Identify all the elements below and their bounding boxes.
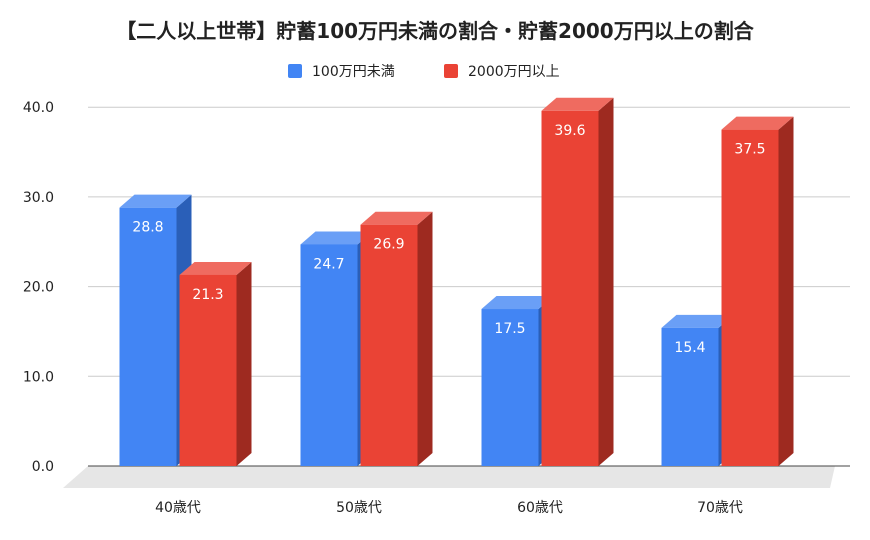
bar-top	[541, 97, 614, 111]
data-label: 28.8	[132, 220, 163, 236]
bar-top	[481, 296, 554, 310]
y-tick-label: 20.0	[23, 280, 54, 296]
chart-floor	[63, 466, 835, 488]
legend-label-2000man-ijou: 2000万円以上	[468, 64, 560, 80]
x-category-label: 40歳代	[155, 500, 201, 516]
legend-swatch-2000man-ijou	[444, 64, 458, 78]
data-label: 39.6	[554, 123, 585, 139]
bar-side	[598, 97, 614, 467]
data-label: 26.9	[373, 237, 404, 253]
legend: 100万円未満 2000万円以上	[288, 64, 560, 80]
bar	[541, 110, 599, 467]
x-category-label: 70歳代	[697, 500, 743, 516]
bar-side	[236, 261, 252, 466]
bar	[119, 207, 177, 466]
chart-title: 【二人以上世帯】貯蓄100万円未満の割合・貯蓄2000万円以上の割合	[116, 19, 754, 43]
data-label: 17.5	[494, 321, 525, 337]
bars	[119, 97, 794, 467]
bar-side	[417, 211, 433, 466]
bar-top	[300, 231, 373, 245]
bar	[661, 327, 719, 466]
bar-top	[119, 194, 192, 208]
bar-side	[778, 116, 794, 466]
bar	[300, 244, 358, 466]
x-category-label: 60歳代	[517, 500, 563, 516]
bar	[721, 129, 779, 466]
floor-plane	[63, 466, 835, 488]
data-labels: 28.8 21.3 24.7 26.9 17.5 39.6 15.4 37.5	[132, 123, 765, 356]
data-label: 37.5	[734, 142, 765, 158]
category-labels: 40歳代 50歳代 60歳代 70歳代	[155, 500, 743, 516]
legend-swatch-100man-miman	[288, 64, 302, 78]
bar	[360, 224, 418, 466]
y-tick-label: 10.0	[23, 369, 54, 385]
y-tick-label: 40.0	[23, 100, 54, 116]
bar-top	[179, 261, 252, 275]
bar-top	[360, 211, 433, 225]
y-tick-label: 0.0	[32, 459, 54, 475]
bar	[179, 274, 237, 466]
bar-top	[661, 314, 734, 328]
legend-label-100man-miman: 100万円未満	[312, 64, 395, 80]
bar	[481, 309, 539, 466]
y-tick-label: 30.0	[23, 190, 54, 206]
bar-top	[721, 116, 794, 130]
data-label: 24.7	[313, 256, 344, 272]
data-label: 21.3	[192, 287, 223, 303]
x-category-label: 50歳代	[336, 500, 382, 516]
data-label: 15.4	[674, 340, 705, 356]
